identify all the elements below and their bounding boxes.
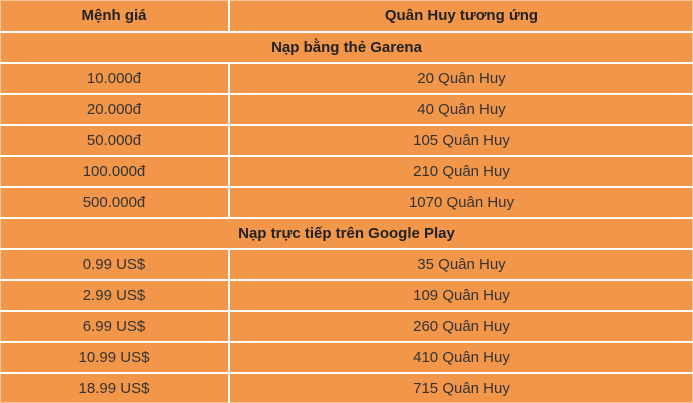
- cell-quan-huy: 1070 Quân Huy: [230, 188, 693, 217]
- cell-quan-huy: 105 Quân Huy: [230, 126, 693, 155]
- cell-quan-huy: 35 Quân Huy: [230, 250, 693, 279]
- section-title: Nạp bằng thẻ Garena: [0, 33, 693, 62]
- cell-denomination: 2.99 US$: [0, 281, 228, 310]
- table-row: 0.99 US$ 35 Quân Huy: [0, 250, 693, 279]
- cell-quan-huy: 109 Quân Huy: [230, 281, 693, 310]
- cell-quan-huy: 715 Quân Huy: [230, 374, 693, 403]
- cell-denomination: 10.000đ: [0, 64, 228, 93]
- cell-quan-huy: 20 Quân Huy: [230, 64, 693, 93]
- table-row: 500.000đ 1070 Quân Huy: [0, 188, 693, 217]
- cell-denomination: 100.000đ: [0, 157, 228, 186]
- section-title: Nạp trực tiếp trên Google Play: [0, 219, 693, 248]
- column-header-quan-huy: Quân Huy tương ứng: [230, 0, 693, 31]
- column-header-denomination: Mệnh giá: [0, 0, 228, 31]
- column-header-row: Mệnh giá Quân Huy tương ứng: [0, 0, 693, 31]
- cell-denomination: 6.99 US$: [0, 312, 228, 341]
- cell-quan-huy: 40 Quân Huy: [230, 95, 693, 124]
- cell-quan-huy: 210 Quân Huy: [230, 157, 693, 186]
- cell-denomination: 20.000đ: [0, 95, 228, 124]
- cell-quan-huy: 410 Quân Huy: [230, 343, 693, 372]
- table-row: 100.000đ 210 Quân Huy: [0, 157, 693, 186]
- section-header-garena: Nạp bằng thẻ Garena: [0, 33, 693, 62]
- table-row: 2.99 US$ 109 Quân Huy: [0, 281, 693, 310]
- table-row: 20.000đ 40 Quân Huy: [0, 95, 693, 124]
- cell-denomination: 500.000đ: [0, 188, 228, 217]
- table-row: 50.000đ 105 Quân Huy: [0, 126, 693, 155]
- table-row: 10.99 US$ 410 Quân Huy: [0, 343, 693, 372]
- cell-denomination: 0.99 US$: [0, 250, 228, 279]
- cell-denomination: 18.99 US$: [0, 374, 228, 403]
- section-header-google-play: Nạp trực tiếp trên Google Play: [0, 219, 693, 248]
- cell-denomination: 10.99 US$: [0, 343, 228, 372]
- table-row: 6.99 US$ 260 Quân Huy: [0, 312, 693, 341]
- cell-quan-huy: 260 Quân Huy: [230, 312, 693, 341]
- table-row: 10.000đ 20 Quân Huy: [0, 64, 693, 93]
- table-row: 18.99 US$ 715 Quân Huy: [0, 374, 693, 403]
- cell-denomination: 50.000đ: [0, 126, 228, 155]
